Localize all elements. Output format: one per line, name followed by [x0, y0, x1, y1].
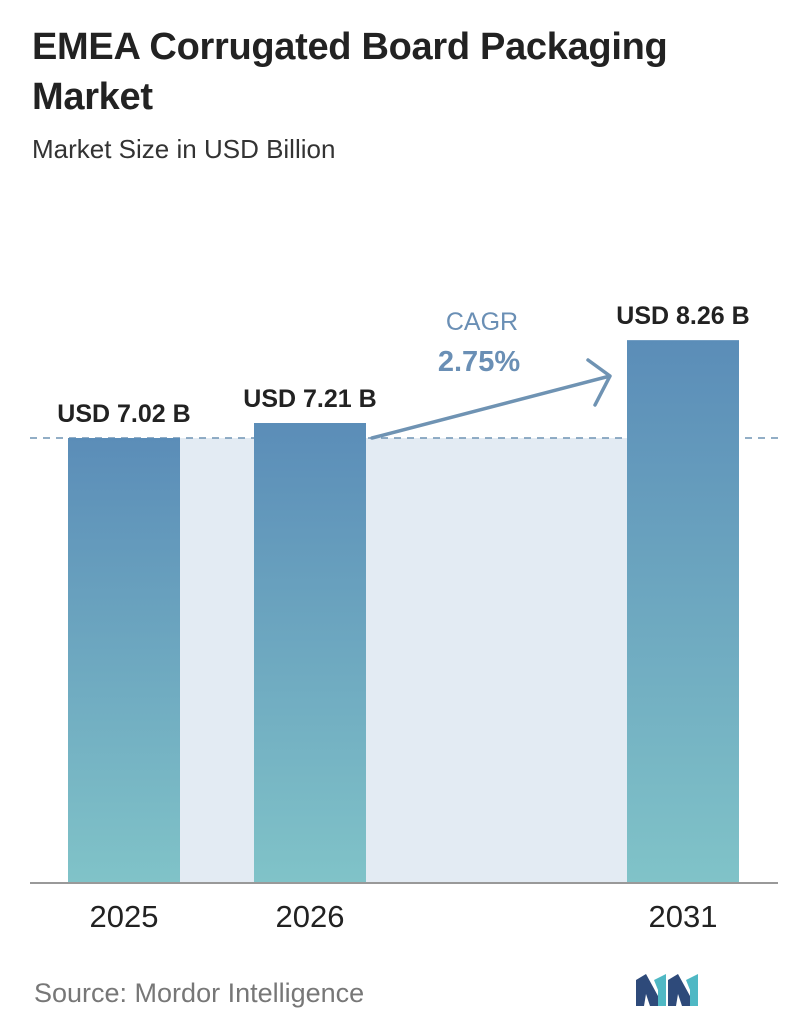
- bar-2026: [254, 423, 366, 882]
- value-label-2026: USD 7.21 B: [243, 385, 376, 413]
- x-tick-2031: 2031: [649, 899, 718, 934]
- value-label-2025: USD 7.02 B: [57, 400, 190, 428]
- mordor-intelligence-logo-icon: [636, 974, 698, 1006]
- x-tick-2026: 2026: [276, 899, 345, 934]
- cagr-label: CAGR: [446, 308, 518, 336]
- source-note: Source: Mordor Intelligence: [34, 978, 365, 1008]
- cagr-value: 2.75%: [438, 346, 520, 378]
- cagr-arrow: [370, 358, 612, 440]
- x-tick-2025: 2025: [90, 899, 159, 934]
- bar-2031: [627, 340, 739, 882]
- value-label-2031: USD 8.26 B: [616, 302, 749, 330]
- chart-subtitle: Market Size in USD Billion: [32, 134, 336, 164]
- chart-title: EMEA Corrugated Board Packaging Market: [32, 26, 668, 118]
- bar-chart: USD 7.02 B 2025 USD 7.21 B 2026 USD 8.26 B 20…: [30, 302, 780, 934]
- bar-2025: [68, 438, 180, 882]
